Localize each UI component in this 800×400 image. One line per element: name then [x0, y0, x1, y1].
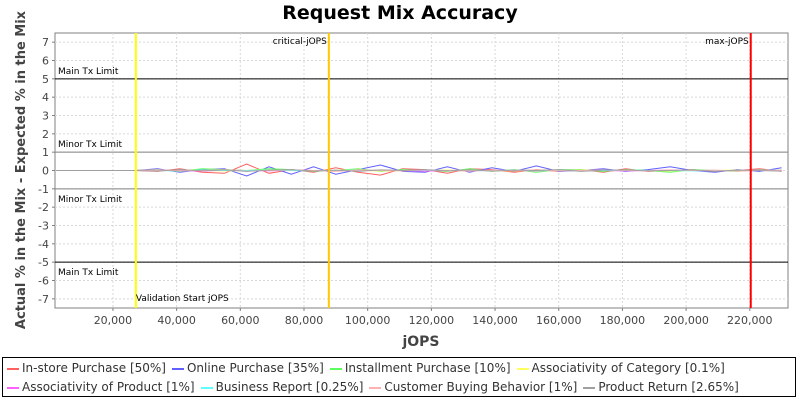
legend-item: Associativity of Product [1%]	[7, 378, 195, 396]
legend-swatch	[583, 386, 596, 389]
marker-label: Validation Start jOPS	[136, 294, 229, 304]
legend-label: Associativity of Category [0.1%]	[531, 361, 725, 375]
x-axis-label: jOPS	[401, 334, 439, 350]
legend-item: Product Return [2.65%]	[583, 378, 739, 396]
legend-label: Online Purchase [35%]	[186, 361, 324, 375]
y-tick-label: 1	[42, 146, 49, 159]
legend-item: Business Report [0.25%]	[200, 378, 364, 396]
legend-label: In-store Purchase [50%]	[22, 361, 166, 375]
y-tick-label: -3	[38, 220, 49, 233]
legend-swatch	[329, 367, 342, 370]
legend-item: Online Purchase [35%]	[171, 359, 324, 377]
marker-label: critical-jOPS	[273, 37, 327, 47]
series-line-1	[55, 164, 782, 177]
y-tick-label: -1	[38, 183, 49, 196]
y-tick-label: 7	[42, 36, 49, 49]
legend-swatch	[516, 367, 529, 370]
legend-label: Product Return [2.65%]	[598, 380, 739, 394]
chart-title: Request Mix Accuracy	[282, 2, 518, 24]
x-tick-label: 40,000	[157, 314, 196, 327]
x-tick-label: 160,000	[536, 314, 582, 327]
threshold-label: Main Tx Limit	[58, 67, 119, 77]
legend-label: Associativity of Product [1%]	[22, 380, 195, 394]
y-tick-label: -6	[38, 275, 49, 288]
legend-swatch	[7, 367, 19, 370]
series-line-7	[55, 169, 782, 172]
y-tick-label: 2	[42, 128, 49, 141]
x-tick-label: 200,000	[663, 314, 709, 327]
x-tick-label: 80,000	[285, 314, 324, 327]
legend-item: Customer Buying Behavior [1%]	[369, 378, 577, 396]
x-tick-label: 140,000	[472, 314, 518, 327]
legend-label: Business Report [0.25%]	[215, 380, 364, 394]
threshold-label: Main Tx Limit	[58, 268, 119, 278]
x-tick-label: 60,000	[221, 314, 260, 327]
legend-item: Installment Purchase [10%]	[329, 359, 511, 377]
y-tick-label: 4	[42, 91, 49, 104]
legend-swatch	[200, 386, 213, 389]
marker-label: max-jOPS	[705, 37, 749, 47]
x-tick-label: 100,000	[345, 314, 391, 327]
legend-swatch	[171, 367, 184, 370]
y-tick-label: -4	[38, 238, 49, 251]
x-tick-label: 220,000	[727, 314, 773, 327]
legend-swatch	[7, 386, 19, 389]
y-axis-label: Actual % in the Mix - Expected % in the …	[14, 10, 29, 329]
legend-item: In-store Purchase [50%]	[7, 359, 166, 377]
x-tick-label: 20,000	[94, 314, 133, 327]
legend: In-store Purchase [50%] Online Purchase […	[2, 357, 796, 397]
x-tick-label: 120,000	[409, 314, 455, 327]
legend-swatch	[369, 386, 382, 389]
legend-label: Customer Buying Behavior [1%]	[384, 380, 578, 394]
y-tick-label: 0	[42, 165, 49, 178]
threshold-label: Minor Tx Limit	[58, 195, 123, 205]
y-tick-label: -5	[38, 256, 49, 269]
y-tick-label: 3	[42, 110, 49, 123]
legend-label: Installment Purchase [10%]	[344, 361, 511, 375]
legend-item: Associativity of Category [0.1%]	[516, 359, 725, 377]
x-tick-label: 180,000	[600, 314, 646, 327]
y-tick-label: 6	[42, 55, 49, 68]
legend-row: Associativity of Product [1%] Business Re…	[7, 378, 745, 396]
y-tick-label: -2	[38, 201, 49, 214]
threshold-label: Minor Tx Limit	[58, 140, 123, 150]
y-tick-label: -7	[38, 293, 49, 306]
chart-svg: -7 -6 -5 -4 -3 -2 -1 0 1 2 3 4 5 6 7 20,000 40,000 60,000…	[14, 10, 789, 350]
y-tick-label: 5	[42, 73, 49, 86]
legend-row: In-store Purchase [50%] Online Purchase […	[7, 359, 731, 377]
